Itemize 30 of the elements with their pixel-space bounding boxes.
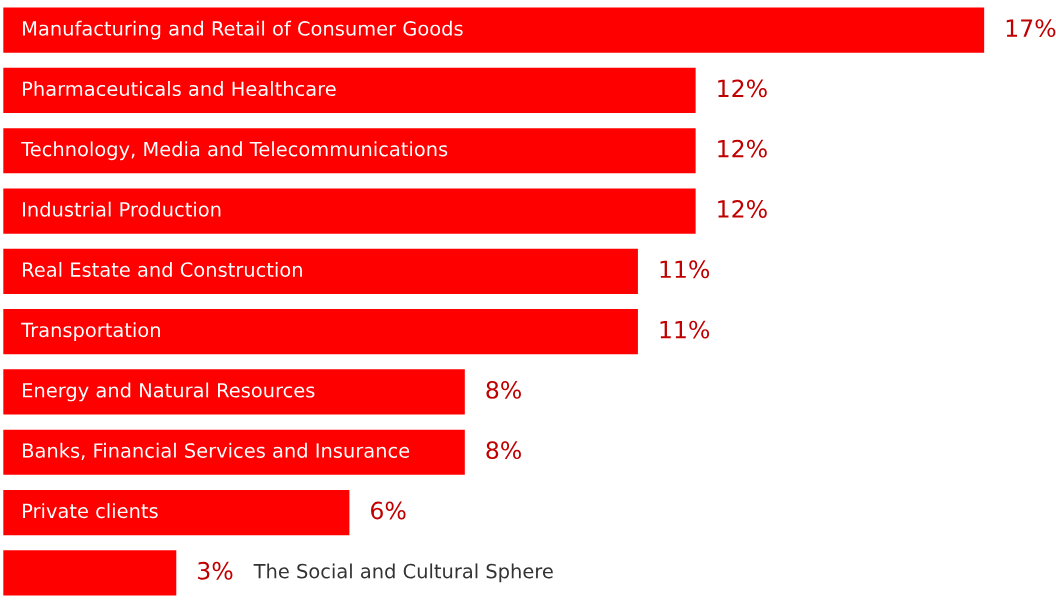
bar <box>3 188 696 234</box>
bar <box>3 429 465 475</box>
y-tick-label: Manufacturing and Retail of Consumer Goods <box>23 20 463 40</box>
bar <box>3 369 465 415</box>
data-label: 6% <box>371 501 406 520</box>
data-label: 11% <box>660 260 710 279</box>
data-label: 12% <box>718 79 767 98</box>
y-tick-label: The Social and Cultural Sphere <box>253 563 553 583</box>
y-tick-label: Banks, Financial Services and Insurance <box>23 442 410 460</box>
data-label: 3% <box>198 561 233 580</box>
bar <box>3 248 638 294</box>
y-tick-label: Private clients <box>23 503 158 519</box>
bar <box>3 67 696 114</box>
bar <box>3 7 985 53</box>
bar <box>3 550 177 596</box>
data-label: 8% <box>486 380 521 399</box>
bar <box>3 309 638 355</box>
y-tick-label: Energy and Natural Resources <box>23 382 315 402</box>
y-tick-label: Industrial Production <box>23 201 221 217</box>
data-label: 12% <box>718 200 767 218</box>
y-tick-label: Real Estate and Construction <box>23 261 302 277</box>
data-label: 11% <box>660 320 710 339</box>
bar <box>3 128 696 174</box>
data-label: 8% <box>486 441 521 460</box>
data-label: 12% <box>718 139 767 158</box>
data-label: 17% <box>1006 19 1056 37</box>
y-tick-label: Pharmaceuticals and Healthcare <box>23 81 336 97</box>
y-tick-label: Transportation <box>21 322 160 342</box>
y-tick-label: Technology, Media and Telecommunications <box>21 141 448 161</box>
bar <box>3 489 350 536</box>
